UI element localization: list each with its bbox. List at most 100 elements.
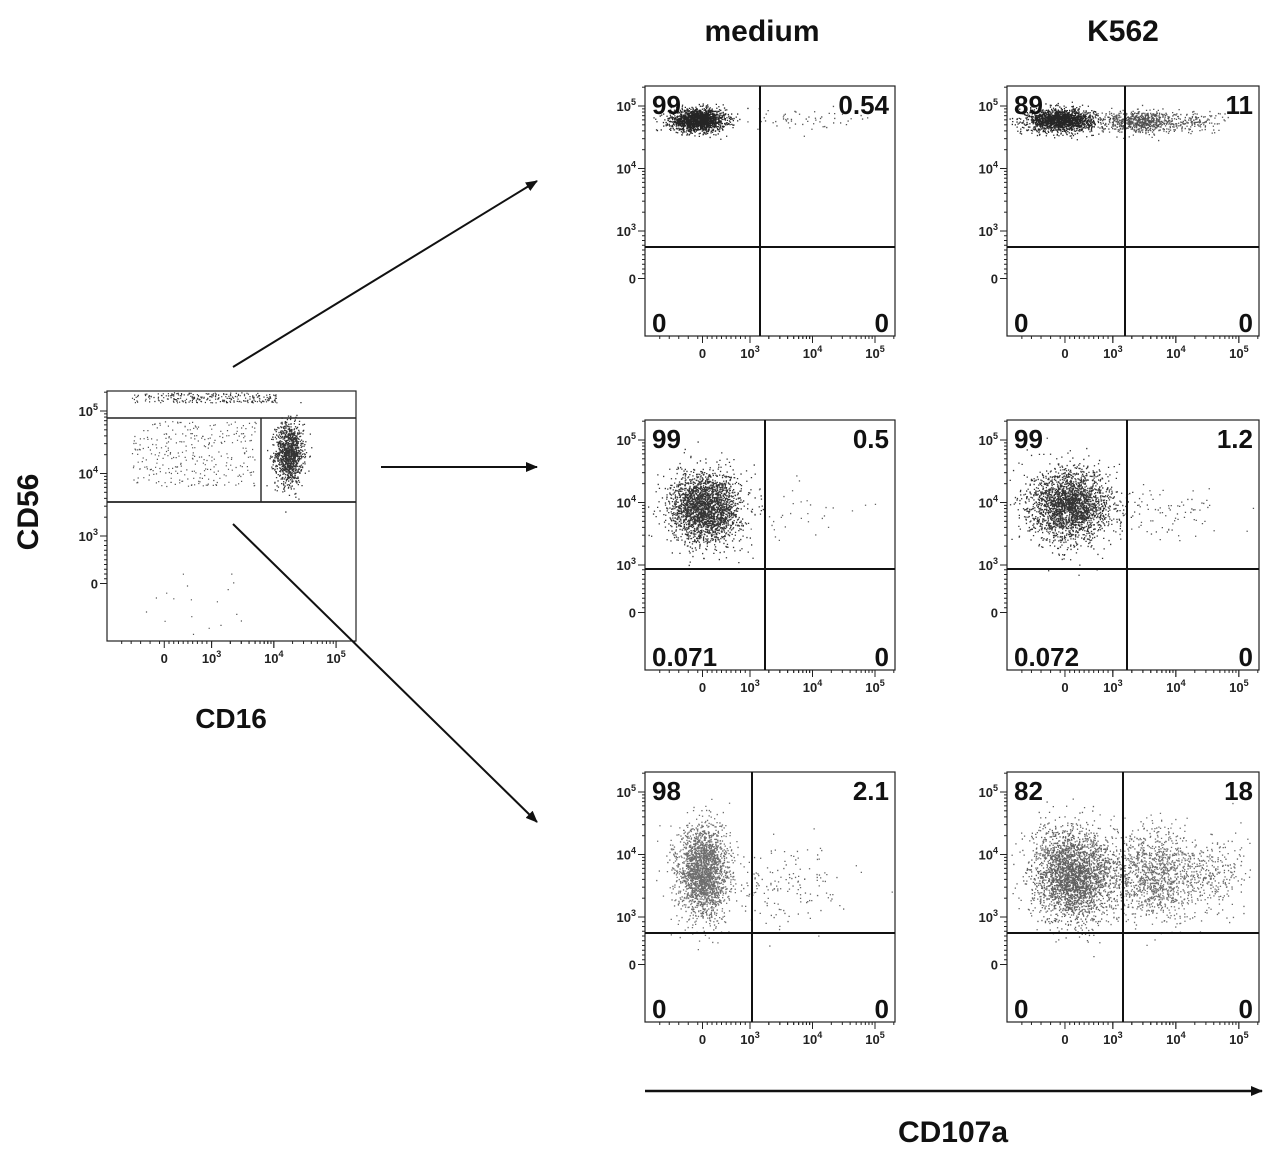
event-dots	[1072, 104, 1200, 142]
panel-cd56dim-cd16--k562: 0 103 104 105 0 103 104 105 99 1.2 0.072 0	[979, 419, 1260, 695]
x-tick-label: 104	[803, 1030, 822, 1047]
y-tick-label: 104	[979, 494, 998, 511]
event-dots	[1009, 437, 1134, 576]
y-tick-label: 0	[91, 577, 98, 592]
y-tick-label: 0	[629, 958, 636, 973]
y-tick-label: 0	[991, 272, 998, 287]
x-tick-label: 104	[1166, 678, 1185, 695]
event-dots	[653, 103, 749, 140]
panel-frame	[644, 419, 896, 671]
gating-plot: 0 103 104 105 0 103 104 105 CD16 CD56	[12, 390, 357, 734]
quadrant-value-lower-left: 0.071	[652, 642, 717, 672]
panel-cd56dim-cd16+-medium: 0 103 104 105 0 103 104 105 98 2.1 0 0	[617, 771, 896, 1047]
x-tick-label: 0	[699, 680, 706, 695]
x-tick-label: 104	[1166, 344, 1185, 361]
quadrant-value-upper-right: 0.54	[838, 90, 889, 120]
event-dots	[1158, 110, 1230, 135]
x-tick-label: 0	[1061, 680, 1068, 695]
y-tick-label: 103	[617, 908, 636, 925]
event-dots	[656, 798, 743, 951]
y-tick-label: 0	[991, 606, 998, 621]
x-tick-label: 0	[699, 1032, 706, 1047]
x-tick-label: 103	[740, 678, 759, 695]
y-tick-label: 104	[617, 160, 636, 177]
x-tick-label: 0	[161, 651, 168, 666]
x-tick-label: 105	[1229, 678, 1248, 695]
y-tick-label: 104	[979, 846, 998, 863]
x-tick-label: 105	[865, 344, 884, 361]
quadrant-value-upper-right: 1.2	[1217, 424, 1253, 454]
y-tick-label: 104	[979, 160, 998, 177]
y-tick-label: 105	[979, 97, 998, 114]
x-tick-label: 103	[202, 649, 221, 666]
y-tick-label: 0	[629, 272, 636, 287]
panel-x-axis-label: CD107a	[898, 1116, 1008, 1149]
x-tick-label: 104	[803, 344, 822, 361]
quadrant-value-upper-left: 99	[652, 424, 681, 454]
event-dots	[1009, 101, 1115, 141]
column-header-medium: medium	[704, 15, 819, 48]
y-tick-label: 104	[617, 846, 636, 863]
panel-cd56bright-medium: 0 103 104 105 0 103 104 105 99 0.54 0 0	[617, 85, 896, 361]
quadrant-value-upper-left: 89	[1014, 90, 1043, 120]
y-tick-label: 105	[617, 783, 636, 800]
x-tick-label: 103	[740, 1030, 759, 1047]
event-dots	[648, 441, 764, 567]
quadrant-value-lower-right: 0	[1239, 308, 1253, 338]
y-tick-label: 103	[617, 556, 636, 573]
arrow-to-dim-cd16pos	[232, 523, 538, 823]
arrow-to-bright	[232, 180, 538, 368]
y-tick-label: 105	[79, 402, 98, 419]
quadrant-value-lower-right: 0	[875, 308, 889, 338]
x-tick-label: 104	[1166, 1030, 1185, 1047]
column-header-k562: K562	[1087, 15, 1159, 48]
x-tick-label: 103	[1103, 344, 1122, 361]
gating-plot-frame	[106, 390, 357, 642]
y-tick-label: 105	[979, 783, 998, 800]
quadrant-value-lower-right: 0	[875, 642, 889, 672]
panel-frame	[1006, 771, 1260, 1023]
x-tick-label: 105	[1229, 344, 1248, 361]
quadrant-value-upper-right: 0.5	[853, 424, 889, 454]
quadrant-value-upper-left: 99	[652, 90, 681, 120]
y-tick-label: 103	[979, 222, 998, 239]
event-dots	[1075, 802, 1241, 946]
quadrant-value-lower-left: 0	[652, 994, 666, 1024]
y-tick-label: 105	[979, 431, 998, 448]
quadrant-value-lower-right: 0	[1239, 994, 1253, 1024]
x-tick-label: 105	[326, 649, 345, 666]
quadrant-value-upper-left: 99	[1014, 424, 1043, 454]
x-tick-label: 105	[865, 1030, 884, 1047]
event-dots	[1011, 798, 1142, 958]
x-tick-label: 103	[1103, 678, 1122, 695]
panel-cd56bright-k562: 0 103 104 105 0 103 104 105 89 11 0 0	[979, 85, 1260, 361]
y-tick-label: 103	[79, 527, 98, 544]
quadrant-value-lower-left: 0	[1014, 308, 1028, 338]
panel-cd56dim-cd16+-k562: 0 103 104 105 0 103 104 105 82 18 0 0	[979, 771, 1260, 1047]
y-tick-label: 0	[629, 606, 636, 621]
y-tick-label: 104	[79, 465, 98, 482]
quadrant-value-upper-right: 18	[1224, 776, 1253, 806]
x-tick-label: 0	[699, 346, 706, 361]
x-tick-label: 105	[1229, 1030, 1248, 1047]
quadrant-value-lower-left: 0	[1014, 994, 1028, 1024]
y-tick-label: 103	[979, 556, 998, 573]
x-tick-label: 105	[865, 678, 884, 695]
y-tick-label: 104	[617, 494, 636, 511]
y-tick-label: 105	[617, 431, 636, 448]
panel-frame	[1006, 419, 1260, 671]
y-tick-label: 105	[617, 97, 636, 114]
y-axis-label: CD56	[12, 474, 45, 551]
quadrant-value-lower-left: 0	[652, 308, 666, 338]
quadrant-value-upper-left: 98	[652, 776, 681, 806]
x-tick-label: 104	[803, 678, 822, 695]
quadrant-value-upper-right: 2.1	[853, 776, 889, 806]
gate-x-axis-label: CD16	[195, 703, 267, 734]
event-dots	[131, 392, 278, 404]
y-tick-label: 103	[617, 222, 636, 239]
quadrant-value-lower-right: 0	[875, 994, 889, 1024]
x-tick-label: 0	[1061, 1032, 1068, 1047]
quadrant-value-lower-right: 0	[1239, 642, 1253, 672]
x-tick-label: 103	[1103, 1030, 1122, 1047]
